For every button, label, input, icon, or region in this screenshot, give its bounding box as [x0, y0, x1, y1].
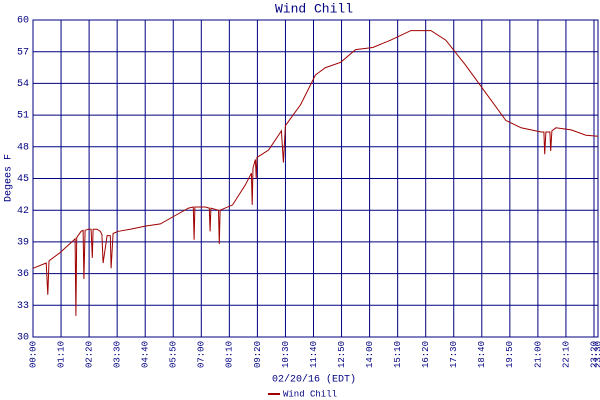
x-tick-label: 07:00	[197, 341, 207, 368]
y-tick-label: 48	[17, 142, 29, 153]
x-tick-label: 17:30	[449, 341, 459, 368]
x-tick-label: 21:00	[533, 341, 543, 368]
x-tick-label: 19:50	[505, 341, 515, 368]
x-tick-label: 18:40	[477, 341, 487, 368]
x-tick-label: 12:50	[337, 341, 347, 368]
x-tick-label: 01:10	[56, 341, 66, 368]
y-tick-label: 57	[17, 47, 29, 58]
y-tick-label: 39	[17, 238, 29, 249]
x-tick-label: 09:20	[253, 341, 263, 368]
y-tick-label: 36	[17, 269, 29, 280]
x-tick-label: 11:40	[309, 341, 319, 368]
x-tick-label: 23:20	[589, 341, 599, 368]
y-axis-label: Degees F	[4, 154, 15, 202]
x-tick-label: 05:50	[169, 341, 179, 368]
x-tick-label: 08:10	[225, 341, 235, 368]
chart-title: Wind Chill	[275, 1, 353, 16]
x-tick-label: 00:00	[28, 341, 38, 368]
y-tick-label: 30	[17, 333, 29, 344]
y-tick-label: 42	[17, 206, 29, 217]
data-line	[32, 30, 599, 316]
y-tick-label: 33	[17, 301, 29, 312]
x-tick-label: 10:30	[281, 341, 291, 368]
y-tick-label: 45	[17, 174, 29, 185]
legend-label: Wind Chill	[283, 389, 337, 399]
x-tick-label: 16:20	[421, 341, 431, 368]
x-axis-label: 02/20/16 (EDT)	[272, 374, 356, 386]
x-tick-label: 23:30	[593, 341, 600, 368]
x-tick-label: 04:40	[141, 341, 151, 368]
y-tick-label: 60	[17, 16, 29, 27]
x-tick-label: 15:10	[393, 341, 403, 368]
x-tick-label: 03:30	[113, 341, 123, 368]
x-tick-label: 22:10	[561, 341, 571, 368]
x-tick-label: 02:20	[84, 341, 94, 368]
y-tick-label: 54	[17, 79, 29, 90]
x-tick-label: 14:00	[365, 341, 375, 368]
y-tick-label: 51	[17, 111, 29, 122]
